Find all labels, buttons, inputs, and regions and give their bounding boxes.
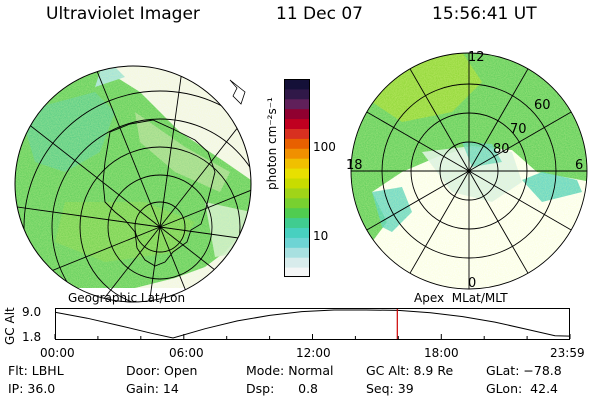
geo-latitude-value: GLat: −78.8: [486, 363, 562, 378]
meridian-line: [159, 155, 251, 228]
meridian-line: [159, 226, 232, 302]
time-tick-2359: 23:59: [550, 346, 585, 360]
colorbar-cell: [284, 267, 310, 278]
colorbar-cell: [284, 158, 310, 169]
meridian-line: [88, 66, 161, 228]
date-label: 11 Dec 07: [276, 4, 363, 24]
dsp-value: Dsp: 0.8: [246, 381, 319, 396]
ip-value: IP: 36.0: [8, 381, 56, 396]
colorbar-cell: [284, 217, 310, 228]
altitude-ylabel: GC Alt: [3, 307, 17, 345]
orbit-altitude-curve: [54, 309, 570, 339]
coastline: [102, 119, 216, 267]
door-status: Door: Open: [126, 363, 198, 378]
mlt-label-left: 18: [346, 158, 363, 173]
intensity-colorbar: [284, 79, 310, 278]
mlt-line: [468, 68, 529, 172]
left-map-outline: [14, 65, 252, 303]
colorbar-cell: [284, 138, 310, 149]
time-label: 15:56:41 UT: [432, 4, 537, 24]
mlt-label-bottom: 0: [468, 276, 476, 291]
orbit-altitude-plot: [54, 308, 571, 340]
colorbar-cell: [284, 187, 310, 199]
mlt-label-right: 6: [575, 158, 583, 173]
mlt-line: [468, 170, 572, 231]
latitude-circle: [107, 174, 213, 280]
filter-value: Flt: LBHL: [8, 363, 64, 378]
colorbar-cell: [284, 237, 310, 248]
meridian-line: [133, 226, 161, 302]
colorbar-cell: [284, 118, 310, 129]
meridian-line: [159, 77, 251, 228]
mlt-line: [468, 170, 529, 274]
mlt-line: [366, 111, 470, 172]
mode-value: Mode: Normal: [246, 363, 334, 378]
apex-label: Apex MLat/MLT: [414, 291, 508, 305]
sequence-value: Seq: 39: [366, 381, 414, 396]
time-tick-0000: 00:00: [40, 346, 75, 360]
lat-label-80: 80: [493, 142, 510, 157]
colorbar-cell: [284, 98, 310, 110]
gc-altitude-value: GC Alt: 8.9 Re: [366, 363, 454, 378]
mlt-line: [409, 170, 470, 274]
latitude-circle: [79, 146, 241, 302]
geo-longitude-value: GLon: 42.4: [486, 381, 558, 396]
geographic-label: Geographic Lat/Lon: [68, 291, 186, 305]
apex-image-panel: 12 18 6 0 60 70 80: [346, 50, 588, 291]
time-tick-1800: 18:00: [424, 346, 459, 360]
colorbar-cell: [284, 227, 310, 238]
meridian-line: [15, 109, 161, 228]
gain-value: Gain: 14: [126, 381, 179, 396]
meridian-line: [15, 226, 161, 299]
meridian-line: [159, 226, 251, 254]
latitude-circle: [134, 201, 186, 253]
mlt-line: [468, 111, 572, 172]
instrument-title: Ultraviolet Imager: [46, 4, 200, 24]
colorbar-cell: [284, 79, 310, 90]
altitude-ytick-max: 9.0: [22, 305, 42, 319]
time-tick-1200: 12:00: [296, 346, 331, 360]
colorbar-frame: [284, 79, 310, 277]
lat-label-60: 60: [534, 98, 551, 113]
colorbar-cell: [284, 88, 310, 100]
colorbar-cell: [284, 247, 310, 258]
colorbar-tick-10: 10: [313, 229, 329, 243]
colorbar-cell: [284, 197, 310, 209]
meridian-line: [15, 200, 161, 228]
colorbar-cell: [284, 148, 310, 159]
colorbar-cell: [284, 207, 310, 219]
colorbar-tick-100: 100: [313, 140, 336, 154]
mlt-label-top: 12: [468, 50, 485, 65]
latitude-circle: [23, 90, 251, 302]
lat-label-70: 70: [510, 122, 527, 137]
colorbar-cell: [284, 128, 310, 139]
latitude-circle: [51, 118, 251, 302]
colorbar-cell: [284, 168, 310, 179]
altitude-ytick-min: 1.8: [22, 330, 42, 344]
geographic-image-panel: [14, 65, 252, 303]
mlt-line: [409, 68, 470, 172]
colorbar-unit-label: photon cm⁻²s⁻¹: [265, 97, 279, 190]
colorbar-cell: [284, 178, 310, 189]
colorbar-cell: [284, 108, 310, 120]
mlt-line: [366, 170, 470, 231]
colorbar-cell: [284, 257, 310, 268]
time-tick-0600: 06:00: [169, 346, 204, 360]
